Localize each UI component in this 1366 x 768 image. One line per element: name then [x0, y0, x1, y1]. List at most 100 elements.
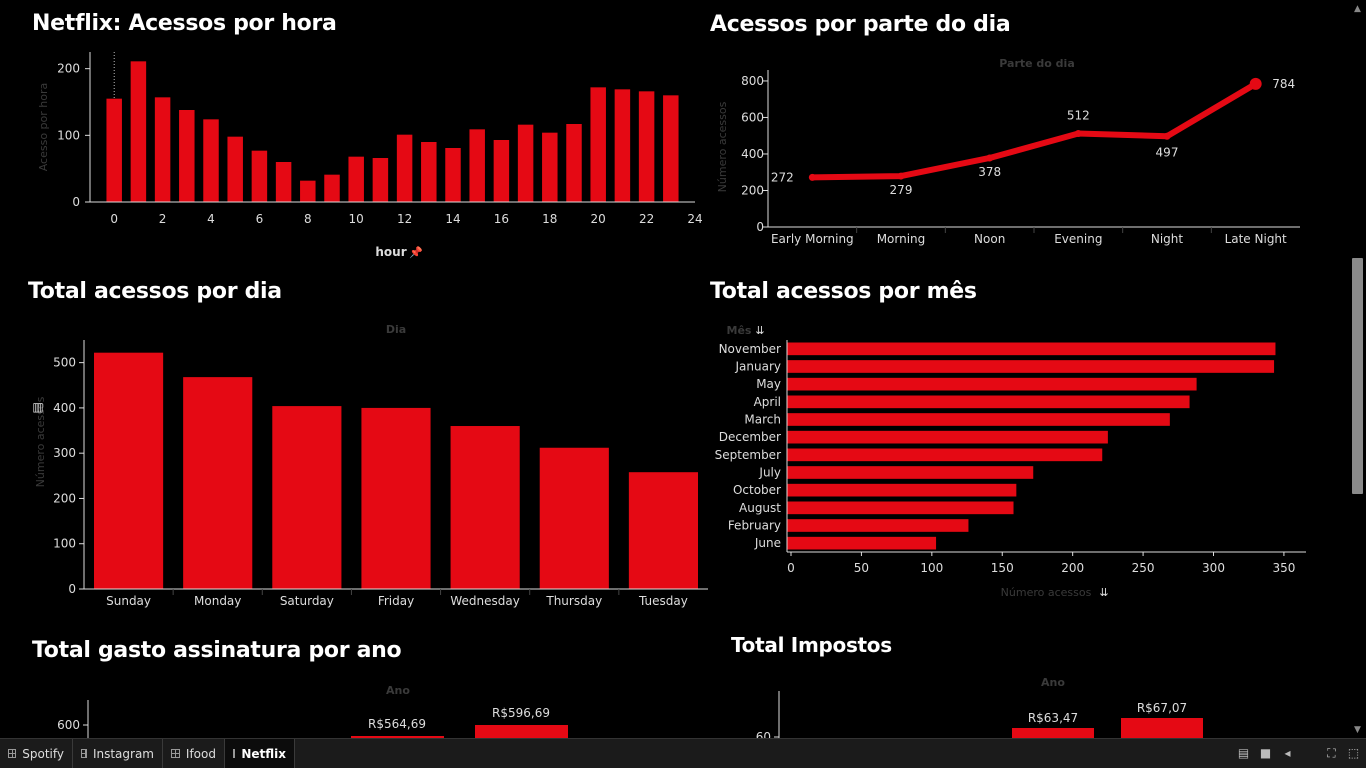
bar-hour: [663, 95, 679, 202]
y-tick-label: 200: [57, 62, 80, 76]
sheet-tab-bar: Spotify Instagram Ifood Netflix ▤ ■ ◂ ⛶ …: [0, 738, 1366, 768]
bar-day: [361, 407, 431, 589]
bar-month: [787, 413, 1170, 426]
bar-month: [787, 342, 1276, 356]
sheet-icon: [171, 749, 180, 758]
x-tick-label: Wednesday: [450, 594, 519, 608]
chart-title-period: Acessos por parte do dia: [710, 12, 1011, 37]
previous-sheet-icon[interactable]: ◂: [1284, 746, 1291, 760]
scroll-up-arrow-icon[interactable]: ▲: [1354, 3, 1361, 14]
y-tick-label: 0: [68, 582, 76, 596]
bar-month: [787, 395, 1190, 409]
bar-hour: [154, 97, 171, 202]
data-point: [1163, 132, 1171, 140]
x-tick-label: Noon: [974, 232, 1005, 246]
chart-title-year: Total gasto assinatura por ano: [32, 638, 402, 663]
bar-day: [183, 377, 253, 589]
bar-hour: [614, 89, 631, 202]
bar-hour: [566, 124, 582, 202]
x-tick-label: 24: [687, 212, 702, 226]
data-label: 279: [890, 183, 913, 197]
x-tick-label: 2: [159, 212, 167, 226]
y-tick-label: 200: [53, 491, 76, 505]
y-tick-label: 500: [53, 356, 76, 370]
bar-hour: [106, 98, 122, 202]
x-tick-label: Late Night: [1225, 232, 1287, 246]
chart-title-day: Total acessos por dia: [28, 279, 282, 304]
x-tick-label: 8: [304, 212, 312, 226]
x-tick-label: 250: [1132, 561, 1155, 575]
bar-month: [787, 466, 1034, 479]
x-tick-label: 0: [787, 561, 795, 575]
y-tick-label: October: [733, 483, 781, 497]
y-tick-label: 400: [741, 147, 764, 161]
bar-chart-icon: ▥: [32, 400, 43, 414]
sort-icon: ⇊: [755, 324, 764, 337]
y-tick-label: November: [719, 342, 781, 356]
y-tick-label: 0: [756, 220, 764, 234]
pin-icon: 📌: [409, 245, 423, 259]
sheet-icon: [8, 749, 17, 758]
bar-hour: [372, 158, 389, 202]
bar-day: [272, 406, 342, 589]
bar-hour: [251, 150, 268, 202]
bar-hour: [130, 61, 147, 203]
x-tick-label: 16: [494, 212, 509, 226]
y-tick-label: 400: [53, 401, 76, 415]
bar-tax: [1121, 718, 1203, 738]
bar-year: [475, 725, 568, 738]
grid-view-icon[interactable]: ■: [1259, 746, 1272, 760]
x-tick-label: 4: [207, 212, 215, 226]
filmstrip-view-icon[interactable]: ▤: [1237, 746, 1250, 760]
x-tick-label: 350: [1272, 561, 1295, 575]
sheet-icon: [233, 749, 236, 758]
tab-netflix[interactable]: Netflix: [225, 739, 295, 768]
bar-hour: [396, 134, 413, 202]
bar-hour: [445, 148, 461, 202]
x-tick-label: 20: [591, 212, 606, 226]
column-header: Parte do dia: [999, 57, 1075, 70]
y-tick-label: 200: [741, 183, 764, 197]
scrollbar-thumb[interactable]: [1352, 258, 1363, 494]
bar-hour: [421, 142, 437, 202]
bar-year: [351, 736, 444, 738]
x-tick-label: 6: [256, 212, 264, 226]
present-mode-icon[interactable]: ⬚: [1347, 746, 1360, 760]
bar-month: [787, 360, 1275, 373]
fullscreen-icon[interactable]: ⛶: [1327, 746, 1336, 760]
bar-month: [787, 501, 1014, 515]
bar-hour: [590, 87, 606, 202]
bar-hour: [275, 162, 292, 202]
tab-label: Instagram: [92, 746, 154, 761]
y-tick-label: 0: [72, 195, 80, 209]
x-tick-label: Tuesday: [638, 594, 688, 608]
bar-month: [787, 519, 969, 532]
x-tick-label: 150: [991, 561, 1014, 575]
y-tick-label: February: [728, 519, 781, 533]
x-tick-label: Friday: [378, 594, 414, 608]
x-tick-label: 100: [920, 561, 943, 575]
y-axis-title: Número acessos: [716, 101, 729, 192]
x-tick-label: Early Morning: [771, 232, 854, 246]
tab-ifood[interactable]: Ifood: [163, 739, 225, 768]
x-tick-label: 22: [639, 212, 654, 226]
bar-hour: [227, 136, 243, 202]
x-tick-label: Morning: [877, 232, 926, 246]
scroll-down-arrow-icon[interactable]: ▼: [1354, 724, 1361, 735]
data-label: R$63,47: [1028, 711, 1078, 725]
y-tick-label: June: [754, 536, 781, 550]
x-tick-label: 14: [445, 212, 460, 226]
bar-month: [787, 536, 937, 550]
vertical-scrollbar[interactable]: ▲ ▼: [1349, 0, 1366, 738]
tab-spotify[interactable]: Spotify: [0, 739, 73, 768]
x-tick-label: Saturday: [280, 594, 334, 608]
data-label: 512: [1067, 109, 1090, 123]
x-tick-label: 50: [854, 561, 869, 575]
x-tick-label: 200: [1061, 561, 1084, 575]
tab-instagram[interactable]: Instagram: [73, 739, 163, 768]
bar-hour: [638, 91, 655, 202]
data-point: [1249, 77, 1262, 90]
column-header: Ano: [386, 684, 410, 697]
y-tick-label: 300: [53, 446, 76, 460]
